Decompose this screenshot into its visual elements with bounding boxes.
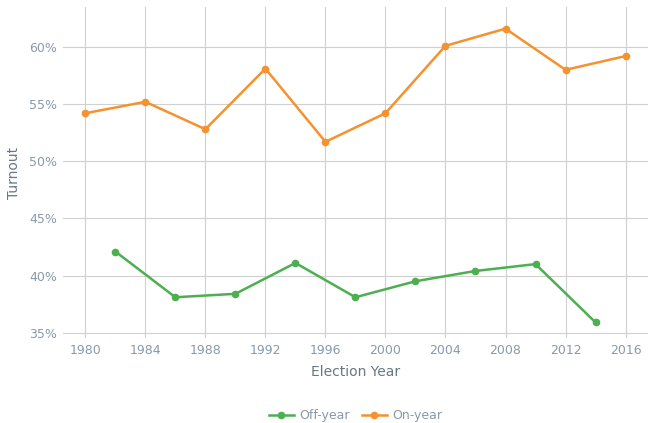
On-year — [202, 127, 210, 132]
Off-year — [472, 269, 479, 274]
Off-year — [352, 295, 360, 300]
X-axis label: Election Year: Election Year — [311, 365, 400, 379]
Off-year — [291, 261, 299, 266]
On-year — [141, 99, 149, 104]
On-year — [381, 111, 389, 116]
Off-year — [111, 249, 119, 254]
Y-axis label: Turnout: Turnout — [7, 147, 21, 199]
On-year — [622, 54, 629, 59]
On-year — [502, 26, 510, 31]
On-year — [322, 139, 329, 144]
On-year — [561, 67, 569, 72]
Off-year — [532, 261, 540, 266]
On-year — [441, 43, 449, 48]
Off-year — [172, 295, 179, 300]
On-year — [261, 66, 269, 71]
Legend: Off-year, On-year: Off-year, On-year — [264, 404, 447, 423]
Off-year — [411, 279, 419, 284]
Off-year — [231, 291, 239, 297]
Line: On-year: On-year — [83, 25, 629, 145]
Line: Off-year: Off-year — [112, 248, 599, 326]
On-year — [81, 111, 89, 116]
Off-year — [591, 320, 599, 325]
